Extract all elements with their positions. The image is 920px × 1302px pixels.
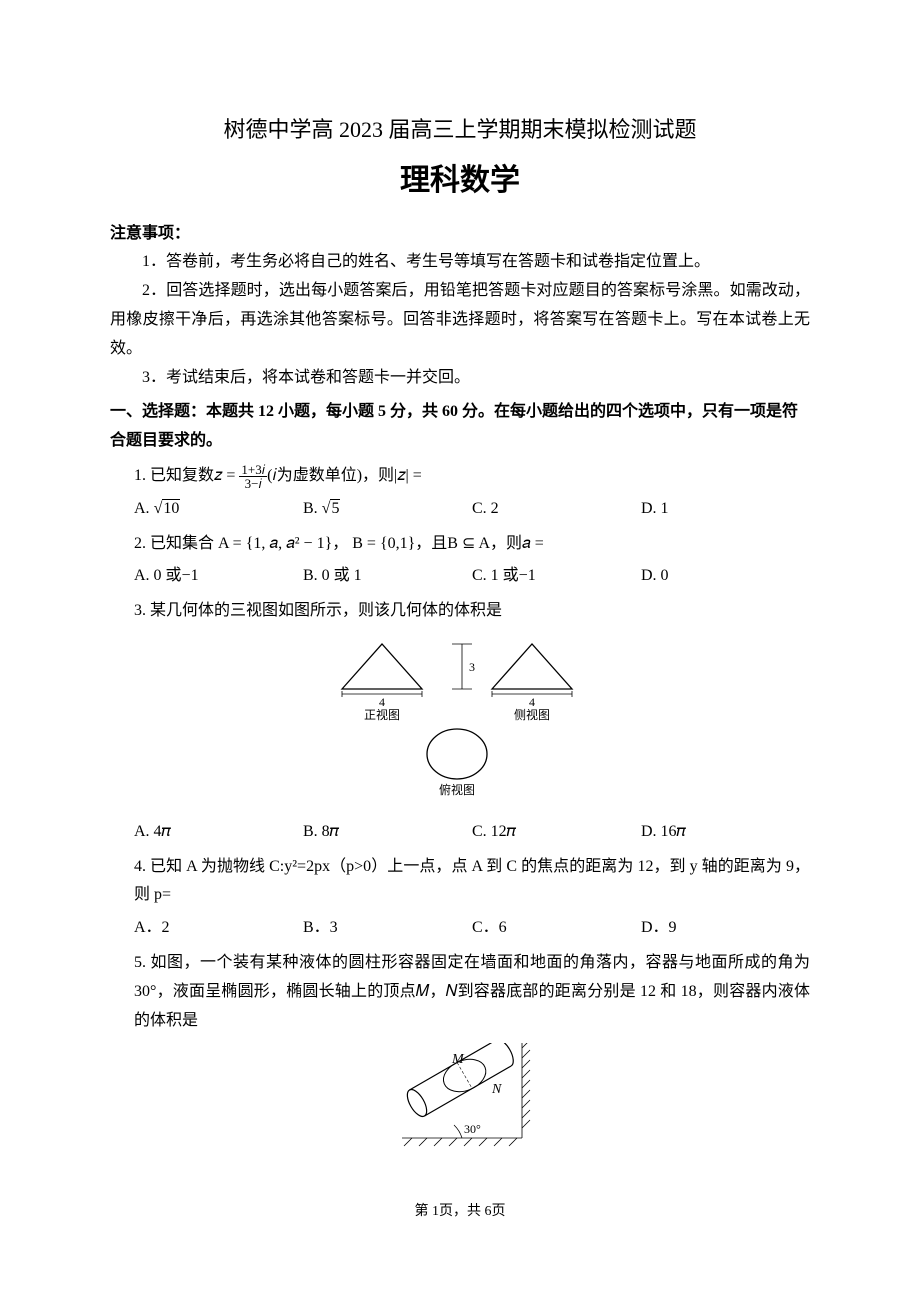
q2-opt-a: A. 0 或−1 bbox=[134, 562, 303, 591]
q4-options: A．2 B．3 C．6 D．9 bbox=[134, 914, 810, 943]
q3-dim-w: 4 bbox=[379, 695, 385, 709]
section1-heading: 一、选择题：本题共 12 小题，每小题 5 分，共 60 分。在每小题给出的四个… bbox=[110, 398, 810, 456]
q1-opt-b: B. √5 bbox=[303, 495, 472, 524]
q2-opt-d: D. 0 bbox=[641, 562, 810, 591]
q4-opt-a: A．2 bbox=[134, 914, 303, 943]
q3-label-side: 侧视图 bbox=[514, 707, 550, 722]
q5-label-m: M bbox=[451, 1052, 465, 1067]
q5-stem: 5. 如图，一个装有某种液体的圆柱形容器固定在墙面和地面的角落内，容器与地面所成… bbox=[134, 949, 810, 1035]
instructions-heading: 注意事项： bbox=[110, 220, 810, 249]
q4-opt-c: C．6 bbox=[472, 914, 641, 943]
q3-label-top: 俯视图 bbox=[439, 782, 475, 797]
q3-label-front: 正视图 bbox=[364, 707, 400, 722]
q3-opt-c: C. 12𝜋 bbox=[472, 818, 641, 847]
question-2: 2. 已知集合 A = {1, 𝑎, 𝑎² − 1}， B = {0,1}，且B… bbox=[110, 530, 810, 592]
q5-angle: 30° bbox=[464, 1122, 481, 1136]
three-views-svg: 4 正视图 3 4 侧视图 俯视图 bbox=[322, 634, 622, 799]
question-3: 3. 某几何体的三视图如图所示，则该几何体的体积是 4 正视图 3 bbox=[110, 597, 810, 846]
q3-opt-b: B. 8𝜋 bbox=[303, 818, 472, 847]
q3-figure: 4 正视图 3 4 侧视图 俯视图 bbox=[134, 634, 810, 810]
q2-options: A. 0 或−1 B. 0 或 1 C. 1 或−1 D. 0 bbox=[134, 562, 810, 591]
q5-figure: M N 30° bbox=[134, 1043, 810, 1169]
q3-stem: 3. 某几何体的三视图如图所示，则该几何体的体积是 bbox=[134, 597, 810, 626]
q1-stem: 1. 已知复数𝑧 = 1+3𝑖3−𝑖(𝑖为虚数单位)，则|𝑧| = bbox=[134, 462, 810, 491]
q3-dim-w2: 4 bbox=[529, 695, 535, 709]
cylinder-svg: M N 30° bbox=[372, 1043, 572, 1158]
q2-stem: 2. 已知集合 A = {1, 𝑎, 𝑎² − 1}， B = {0,1}，且B… bbox=[134, 530, 810, 559]
q3-dim-h: 3 bbox=[469, 660, 475, 674]
q3-opt-d: D. 16𝜋 bbox=[641, 818, 810, 847]
q1-opt-c: C. 2 bbox=[472, 495, 641, 524]
instruction-item-2: 2．回答选择题时，选出每小题答案后，用铅笔把答题卡对应题目的答案标号涂黑。如需改… bbox=[110, 277, 810, 363]
q1-fraction: 1+3𝑖3−𝑖 bbox=[239, 463, 267, 490]
q2-opt-c: C. 1 或−1 bbox=[472, 562, 641, 591]
instructions-block: 注意事项： 1．答卷前，考生务必将自己的姓名、考生号等填写在答题卡和试卷指定位置… bbox=[110, 220, 810, 393]
instruction-item-1: 1．答卷前，考生务必将自己的姓名、考生号等填写在答题卡和试卷指定位置上。 bbox=[110, 248, 810, 277]
q5-label-n: N bbox=[491, 1082, 502, 1097]
q3-options: A. 4𝜋 B. 8𝜋 C. 12𝜋 D. 16𝜋 bbox=[134, 818, 810, 847]
q2-opt-b: B. 0 或 1 bbox=[303, 562, 472, 591]
page-title-line2: 理科数学 bbox=[110, 154, 810, 208]
question-4: 4. 已知 A 为抛物线 C:y²=2px（p>0）上一点，点 A 到 C 的焦… bbox=[110, 853, 810, 943]
instruction-item-3: 3．考试结束后，将本试卷和答题卡一并交回。 bbox=[110, 364, 810, 393]
q4-opt-b: B．3 bbox=[303, 914, 472, 943]
q4-stem: 4. 已知 A 为抛物线 C:y²=2px（p>0）上一点，点 A 到 C 的焦… bbox=[134, 853, 810, 911]
page-title-line1: 树德中学高 2023 届高三上学期期末模拟检测试题 bbox=[110, 110, 810, 150]
page-footer: 第 1页，共 6页 bbox=[110, 1199, 810, 1224]
q1-options: A. √10 B. √5 C. 2 D. 1 bbox=[134, 495, 810, 524]
q1-opt-a: A. √10 bbox=[134, 495, 303, 524]
question-1: 1. 已知复数𝑧 = 1+3𝑖3−𝑖(𝑖为虚数单位)，则|𝑧| = A. √10… bbox=[110, 462, 810, 524]
exam-page: 树德中学高 2023 届高三上学期期末模拟检测试题 理科数学 注意事项： 1．答… bbox=[0, 0, 920, 1264]
q1-opt-d: D. 1 bbox=[641, 495, 810, 524]
question-5: 5. 如图，一个装有某种液体的圆柱形容器固定在墙面和地面的角落内，容器与地面所成… bbox=[110, 949, 810, 1169]
q3-opt-a: A. 4𝜋 bbox=[134, 818, 303, 847]
q4-opt-d: D．9 bbox=[641, 914, 810, 943]
